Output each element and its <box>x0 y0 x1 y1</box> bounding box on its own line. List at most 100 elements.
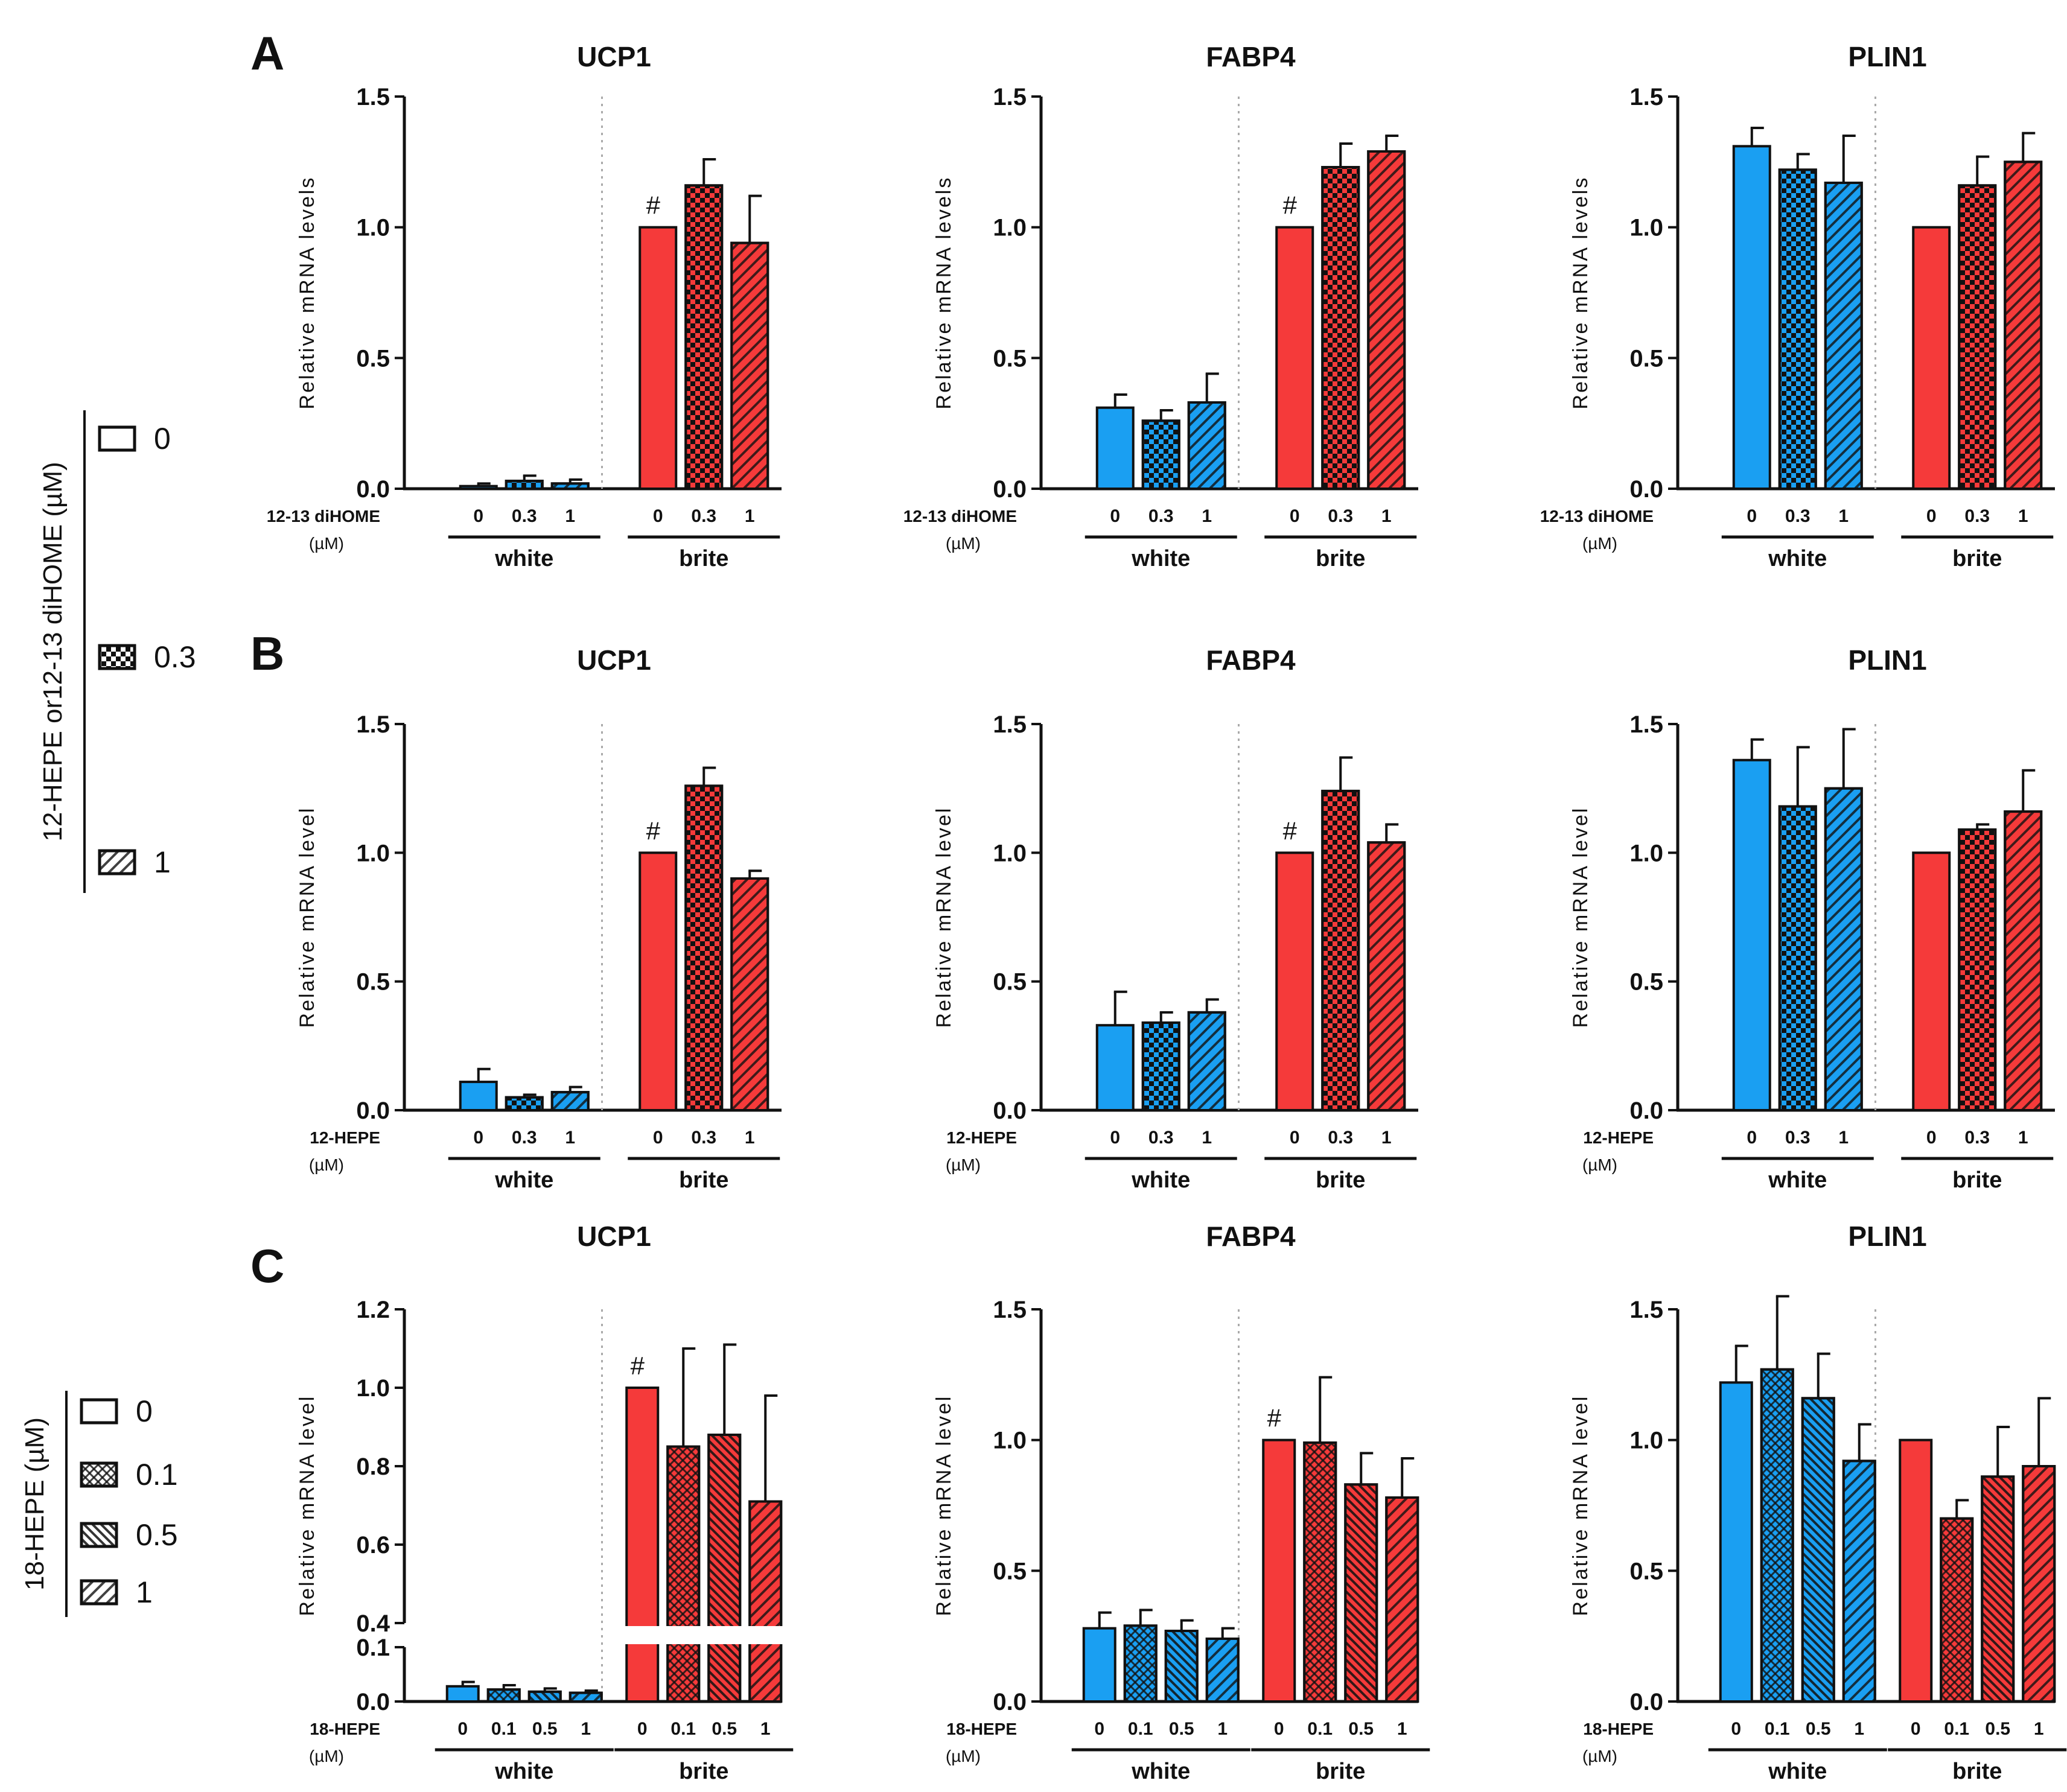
y-tick-label: 0.0 <box>993 1689 1027 1715</box>
bar-white-0-5-pattern <box>1164 1630 1199 1703</box>
y-tick-label: 0.5 <box>1629 1558 1663 1584</box>
dose-label: 1 <box>745 1128 755 1148</box>
chart-title: FABP4 <box>1206 1221 1296 1252</box>
dose-label: 1 <box>1381 1128 1392 1148</box>
y-tick-label: 0.5 <box>356 969 390 996</box>
bar-brite-1-pattern <box>1367 150 1406 490</box>
dose-label: 1 <box>2034 1719 2044 1739</box>
y-tick-label: 1.5 <box>993 1297 1027 1323</box>
bar-brite-0-3-pattern <box>684 184 724 490</box>
group-label-white: white <box>1768 1168 1827 1193</box>
bar-white-0 <box>1095 406 1135 491</box>
legend-title: 18-HEPE (µM) <box>20 1417 49 1590</box>
bar-brite-1-pattern <box>2022 1465 2056 1703</box>
bar-white-0-3-pattern <box>1141 419 1180 490</box>
treatment-label: 18-HEPE <box>946 1720 1017 1738</box>
y-tick-label: 1.0 <box>993 1428 1027 1454</box>
group-label-white: white <box>1131 546 1190 571</box>
legend-swatch <box>98 425 136 452</box>
group-label-brite: brite <box>679 1168 728 1193</box>
y-tick-label: 0.1 <box>356 1635 390 1661</box>
dose-label: 0 <box>1110 1128 1120 1148</box>
y-tick-label: 0.0 <box>1629 1098 1663 1124</box>
y-tick-label: 0.8 <box>356 1454 390 1480</box>
treatment-label: 12-13 diHOME <box>267 507 380 526</box>
dose-label: 0 <box>653 1128 663 1148</box>
treatment-label: 18-HEPE <box>1583 1720 1654 1738</box>
chart-title: FABP4 <box>1206 644 1296 676</box>
chart-b-ucp1: UCP1 0.0 0.5 1.0 1.5 Relative mRNA level 0 0.3 1… <box>296 644 782 1193</box>
dose-label: 0 <box>653 506 663 526</box>
dose-label: 0.3 <box>1964 506 1990 526</box>
y-tick-label: 1.5 <box>993 84 1027 110</box>
axis-break-gap <box>620 1626 788 1644</box>
treatment-label: 12-13 diHOME <box>1540 507 1654 526</box>
treatment-label: 18-HEPE <box>310 1720 380 1738</box>
y-axis-label: Relative mRNA levels <box>296 176 319 410</box>
chart-c-plin1: PLIN1 0.0 0.5 1.0 1.5 Relative mRNA level 0 0.1… <box>1569 1221 2067 1784</box>
legend-label: 1 <box>154 845 171 879</box>
legend-swatch <box>80 1398 118 1425</box>
legend-title: 12-HEPE or12-13 diHOME (µM) <box>38 462 68 841</box>
group-label-white: white <box>494 546 553 571</box>
unit-label: (µM) <box>1582 1747 1617 1765</box>
unit-label: (µM) <box>309 1747 344 1765</box>
dose-label: 0 <box>1110 506 1120 526</box>
dose-label: 1 <box>2018 506 2028 526</box>
bar-brite-1-pattern <box>730 241 769 490</box>
dose-label: 0.3 <box>1785 506 1811 526</box>
y-tick-label: 0.5 <box>1629 969 1663 996</box>
chart-title: PLIN1 <box>1848 41 1926 72</box>
unit-label: (µM) <box>946 1155 981 1174</box>
legend-label: 0.1 <box>136 1458 178 1492</box>
dose-label: 0 <box>1747 1128 1757 1148</box>
treatment-label: 12-13 diHOME <box>903 507 1017 526</box>
y-axis-label: Relative mRNA level <box>296 807 319 1028</box>
dose-label: 0.1 <box>491 1719 517 1739</box>
bar-white-1-pattern <box>1824 787 1863 1111</box>
dose-label: 0 <box>1926 1128 1937 1148</box>
dose-label: 1 <box>1838 506 1849 526</box>
y-tick-label: 0.5 <box>993 969 1027 996</box>
bar-white-0-5-pattern <box>1801 1397 1835 1703</box>
chart-a-plin1: PLIN1 0.0 0.5 1.0 1.5 Relative mRNA levels 0 0.… <box>1540 41 2055 571</box>
dose-label: 0.3 <box>512 506 537 526</box>
bar-white-0-3-pattern <box>1778 805 1817 1111</box>
bar-brite-1-pattern <box>748 1500 783 1703</box>
legend-bottom: 18-HEPE (µM) 0 0.1 0.5 1 <box>20 1391 178 1617</box>
y-axis-label: Relative mRNA level <box>1569 807 1592 1028</box>
dose-label: 0.5 <box>1169 1719 1194 1739</box>
y-tick-label: 0.4 <box>356 1610 390 1637</box>
dose-label: 0.5 <box>1348 1719 1374 1739</box>
y-axis-label: Relative mRNA levels <box>1569 176 1592 410</box>
bar-brite-1-pattern <box>730 877 769 1111</box>
chart-b-plin1: PLIN1 0.0 0.5 1.0 1.5 Relative mRNA level 0 0.3… <box>1569 644 2055 1193</box>
dose-label: 1 <box>1202 1128 1212 1148</box>
unit-label: (µM) <box>946 1747 981 1765</box>
bar-brite-0-1-pattern <box>666 1445 701 1703</box>
group-label-brite: brite <box>1952 1759 2002 1784</box>
bar-brite-0 <box>1912 851 1951 1112</box>
y-tick-label: 1.0 <box>356 215 390 241</box>
panel-label-a: A <box>250 27 284 80</box>
chart-title: FABP4 <box>1206 41 1296 72</box>
group-label-brite: brite <box>1952 1168 2002 1193</box>
dose-label: 1 <box>1854 1719 1864 1739</box>
dose-label: 0 <box>1926 506 1937 526</box>
dose-label: 0.1 <box>1128 1719 1153 1739</box>
y-axis-label: Relative mRNA level <box>932 807 955 1028</box>
y-axis-label: Relative mRNA levels <box>932 176 955 410</box>
legend-label: 0 <box>154 422 171 456</box>
legend-label: 1 <box>136 1575 153 1609</box>
dose-label: 0.3 <box>1148 1128 1174 1148</box>
dose-label: 0 <box>1911 1719 1921 1739</box>
bar-brite-0 <box>1899 1438 1933 1703</box>
dose-label: 1 <box>760 1719 771 1739</box>
bar-brite-0-3-pattern <box>1958 828 1997 1112</box>
dose-label: 0.5 <box>532 1719 558 1739</box>
dose-label: 0 <box>637 1719 648 1739</box>
significance-mark: # <box>1267 1404 1282 1432</box>
bar-brite-0 <box>1912 226 1951 490</box>
bar-brite-1-pattern <box>2004 160 2043 491</box>
